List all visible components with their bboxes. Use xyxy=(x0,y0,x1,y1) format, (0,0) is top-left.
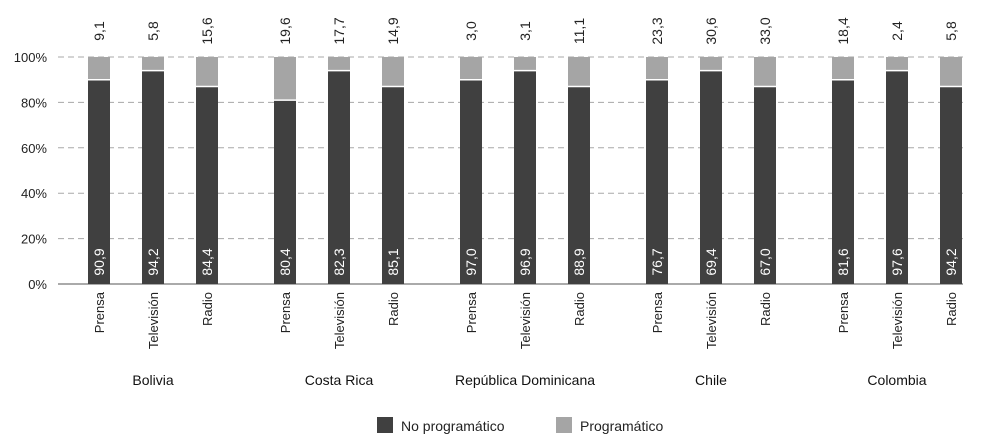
bar-programatico xyxy=(274,57,296,101)
x-tick-label: Radio xyxy=(386,292,401,326)
x-tick-label: Prensa xyxy=(278,291,293,333)
data-label-no-programatico: 81,6 xyxy=(835,248,851,275)
x-tick-label: Prensa xyxy=(92,291,107,333)
x-tick-label: Radio xyxy=(200,292,215,326)
legend-swatch-programatico xyxy=(556,417,572,433)
bar-programatico xyxy=(568,57,590,87)
bar-no-programatico xyxy=(514,70,536,285)
x-tick-label: Prensa xyxy=(836,291,851,333)
legend-swatch-no-programatico xyxy=(377,417,393,433)
data-label-no-programatico: 67,0 xyxy=(757,248,773,275)
country-label: Colombia xyxy=(867,372,926,388)
x-tick-label: Radio xyxy=(572,292,587,326)
data-label-no-programatico: 94,2 xyxy=(145,248,161,275)
bar-no-programatico xyxy=(832,79,854,284)
x-tick-label: Televisión xyxy=(332,292,347,349)
bar-no-programatico xyxy=(382,86,404,284)
data-label-no-programatico: 97,6 xyxy=(889,248,905,275)
bar-no-programatico xyxy=(88,79,110,284)
data-label-no-programatico: 90,9 xyxy=(91,248,107,275)
x-tick-label: Televisión xyxy=(518,292,533,349)
bar-programatico xyxy=(754,57,776,87)
data-label-no-programatico: 69,4 xyxy=(703,248,719,275)
bar-programatico xyxy=(196,57,218,87)
data-label-programatico: 3,1 xyxy=(517,21,533,41)
x-tick-label: Televisión xyxy=(890,292,905,349)
country-label: Costa Rica xyxy=(305,372,374,388)
bar-no-programatico xyxy=(142,70,164,285)
x-tick-label: Televisión xyxy=(146,292,161,349)
bar-no-programatico xyxy=(754,86,776,284)
country-label: Bolivia xyxy=(132,372,173,388)
legend-label-no-programatico: No programático xyxy=(401,418,505,434)
data-label-programatico: 3,0 xyxy=(463,21,479,41)
data-label-programatico: 17,7 xyxy=(331,17,347,44)
y-tick-label: 80% xyxy=(21,95,47,110)
data-label-no-programatico: 97,0 xyxy=(463,248,479,275)
data-label-programatico: 5,8 xyxy=(943,21,959,41)
data-label-programatico: 2,4 xyxy=(889,21,905,41)
data-label-programatico: 5,8 xyxy=(145,21,161,41)
data-label-no-programatico: 94,2 xyxy=(943,248,959,275)
bar-no-programatico xyxy=(568,86,590,284)
x-tick-label: Radio xyxy=(944,292,959,326)
data-label-programatico: 11,1 xyxy=(571,18,587,44)
x-tick-label: Radio xyxy=(758,292,773,326)
bar-no-programatico xyxy=(460,79,482,284)
bar-no-programatico xyxy=(940,86,962,284)
data-label-programatico: 30,6 xyxy=(703,17,719,44)
bar-no-programatico xyxy=(196,86,218,284)
data-label-no-programatico: 84,4 xyxy=(199,248,215,275)
bar-no-programatico xyxy=(646,79,668,284)
y-tick-label: 60% xyxy=(21,141,47,156)
country-label: Chile xyxy=(695,372,727,388)
data-label-programatico: 19,6 xyxy=(277,17,293,44)
country-label: República Dominicana xyxy=(455,372,595,388)
x-axis-labels: Prensa Televisión Radio Bolivia Prensa Televi… xyxy=(92,291,959,388)
y-axis-ticks: 0% 20% 40% 60% 80% 100% xyxy=(14,50,48,292)
bar-programatico xyxy=(514,57,536,71)
data-label-no-programatico: 76,7 xyxy=(649,248,665,275)
bar-programatico xyxy=(700,57,722,71)
y-tick-label: 40% xyxy=(21,186,47,201)
bar-no-programatico xyxy=(886,70,908,285)
data-label-no-programatico: 80,4 xyxy=(277,248,293,275)
y-tick-label: 0% xyxy=(28,277,47,292)
data-label-no-programatico: 85,1 xyxy=(385,248,401,275)
data-label-programatico: 15,6 xyxy=(199,17,215,44)
bar-programatico xyxy=(88,57,110,80)
data-label-no-programatico: 82,3 xyxy=(331,248,347,275)
data-label-programatico: 18,4 xyxy=(835,17,851,44)
data-label-no-programatico: 96,9 xyxy=(517,248,533,275)
legend-label-programatico: Programático xyxy=(580,418,663,434)
y-tick-label: 20% xyxy=(21,232,47,247)
bar-no-programatico xyxy=(274,100,296,284)
bar-no-programatico xyxy=(328,70,350,285)
x-tick-label: Televisión xyxy=(704,292,719,349)
bar-programatico xyxy=(460,57,482,80)
bar-programatico xyxy=(328,57,350,71)
bar-programatico xyxy=(142,57,164,71)
bar-programatico xyxy=(886,57,908,71)
bars xyxy=(88,57,962,285)
data-label-programatico: 23,3 xyxy=(649,17,665,44)
bar-programatico xyxy=(832,57,854,80)
data-label-programatico: 14,9 xyxy=(385,17,401,44)
bar-programatico xyxy=(382,57,404,87)
legend: No programático Programático xyxy=(377,417,663,434)
bar-no-programatico xyxy=(700,70,722,285)
data-label-no-programatico: 88,9 xyxy=(571,248,587,275)
x-tick-label: Prensa xyxy=(464,291,479,333)
data-label-programatico: 33,0 xyxy=(757,17,773,44)
data-labels: 90,9 9,1 94,2 5,8 84,4 15,6 80,4 19,6 82,3 17,7 85… xyxy=(91,17,959,275)
data-label-programatico: 9,1 xyxy=(91,21,107,41)
x-tick-label: Prensa xyxy=(650,291,665,333)
bar-programatico xyxy=(940,57,962,87)
gridlines xyxy=(58,56,963,285)
bar-programatico xyxy=(646,57,668,80)
y-tick-label: 100% xyxy=(14,50,48,65)
